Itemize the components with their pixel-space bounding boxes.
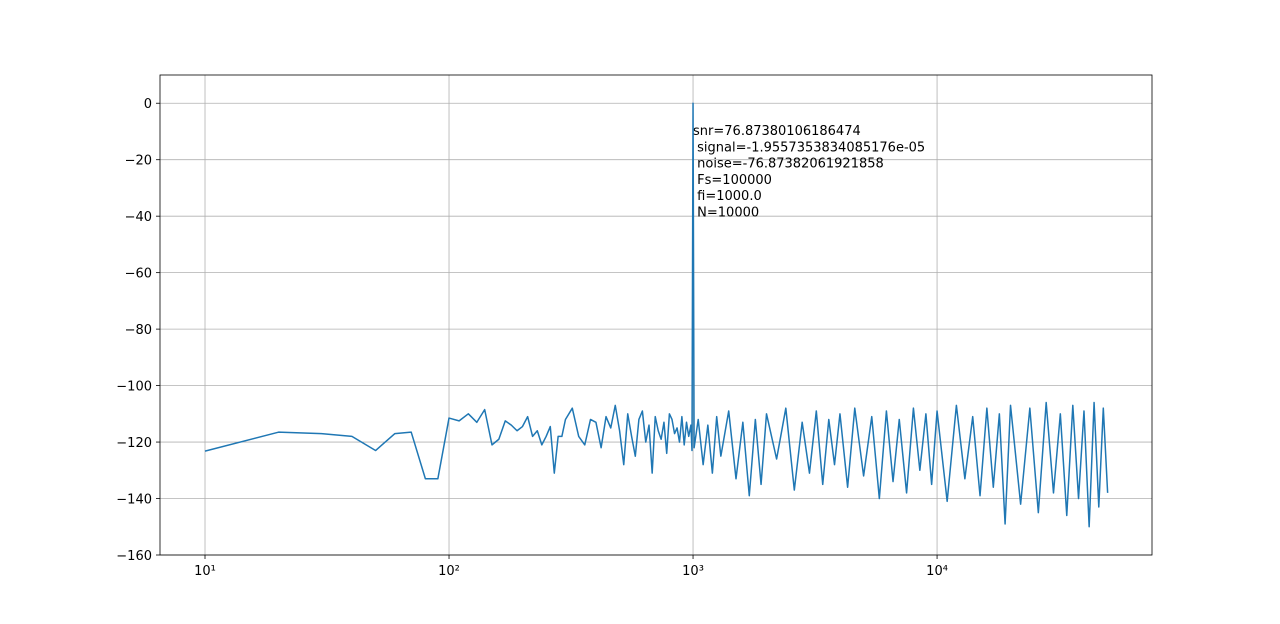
y-tick-label: −100 xyxy=(116,380,152,395)
y-tick-label: −40 xyxy=(125,210,152,225)
y-tick-label: −160 xyxy=(116,549,152,564)
annotation: signal=-1.9557353834085176e-05 xyxy=(693,140,925,155)
y-tick-label: −120 xyxy=(116,436,152,451)
y-tick-label: 0 xyxy=(144,97,152,112)
x-tick-label: 10⁴ xyxy=(926,564,948,579)
line xyxy=(204,102,1109,528)
annotation: snr=76.87380106186474 xyxy=(693,124,861,139)
y-tick-label: −60 xyxy=(125,267,152,282)
annotation: Fs=100000 xyxy=(693,173,772,188)
annotation: noise=-76.87382061921858 xyxy=(693,157,884,172)
x-tick-label: 10² xyxy=(438,564,460,579)
y-tick-label: −20 xyxy=(125,154,152,169)
y-tick-label: −140 xyxy=(116,493,152,508)
x-tick-label: 10³ xyxy=(682,564,704,579)
x-tick-label: 10¹ xyxy=(194,564,216,579)
plot-frame xyxy=(159,74,1153,556)
annotation: N=10000 xyxy=(693,206,759,221)
y-tick-label: −80 xyxy=(125,323,152,338)
annotation: fi=1000.0 xyxy=(693,189,762,204)
